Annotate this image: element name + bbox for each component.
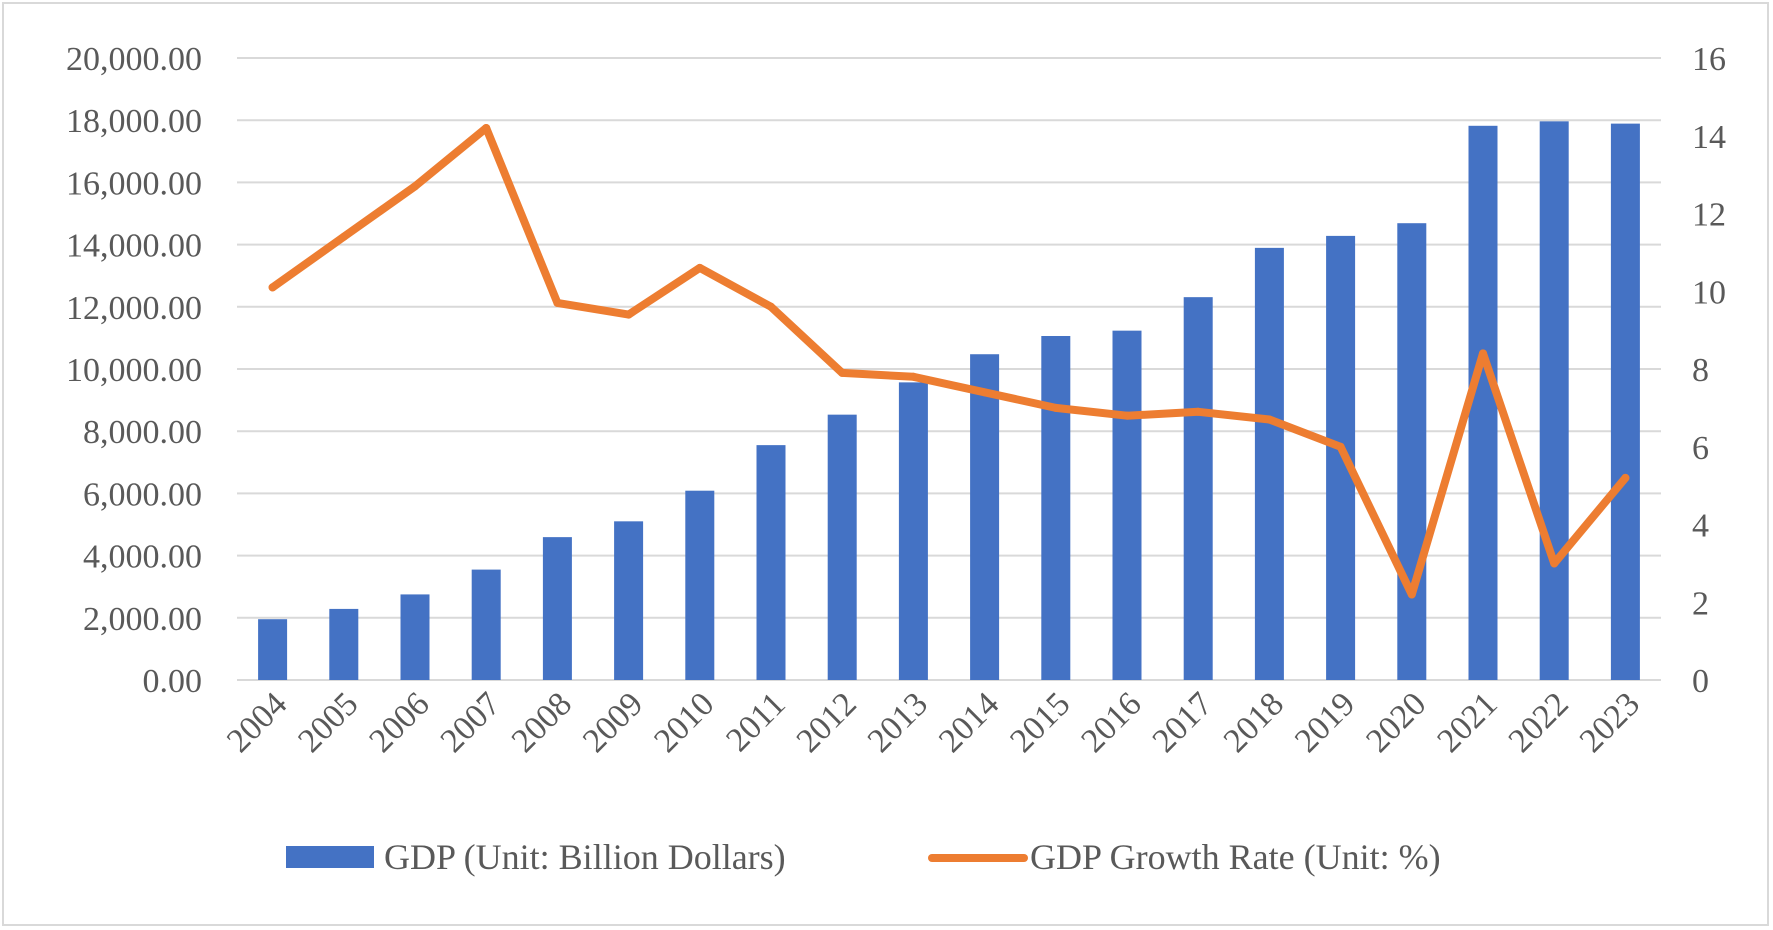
growth-rate-point [553,298,562,307]
x-tick-label: 2019 [1288,685,1362,759]
gridlines [237,57,1661,681]
gdp-bar [1183,297,1213,680]
gdp-bar [1539,121,1569,680]
gdp-bar [471,569,501,680]
gdp-bar [898,382,928,680]
x-tick-label: 2022 [1502,685,1576,759]
gdp-bars [258,121,1640,681]
growth-rate-point [1407,590,1416,599]
growth-rate-point [1336,442,1345,451]
growth-rate-point [268,283,277,292]
x-tick-label: 2015 [1003,685,1077,759]
right-tick-label: 14 [1692,119,1726,156]
left-tick-label: 8,000.00 [83,414,202,451]
left-tick-label: 2,000.00 [83,601,202,638]
x-tick-label: 2012 [790,685,864,759]
growth-rate-point [1123,411,1131,420]
legend-line-label: GDP Growth Rate (Unit: %) [1030,837,1441,877]
right-tick-label: 10 [1692,274,1726,311]
gdp-bar [1254,247,1284,681]
left-tick-label: 20,000.00 [66,41,202,78]
legend-bar-label: GDP (Unit: Billion Dollars) [384,837,786,877]
right-axis-ticks: 0 2 4 6 8 10 12 14 16 [1692,41,1726,700]
right-tick-label: 2 [1692,585,1709,622]
growth-rate-point [411,182,419,191]
combo-chart: 0.00 2,000.00 4,000.00 6,000.00 8,000.00 10,0… [66,41,1726,877]
x-tick-label: 2008 [505,685,579,759]
left-tick-label: 12,000.00 [66,290,202,327]
growth-rate-line [268,124,1630,599]
x-tick-label: 2005 [291,685,365,759]
gdp-bar [400,594,430,680]
gdp-bar [685,490,715,680]
gdp-bar [1041,336,1071,680]
right-tick-label: 16 [1692,41,1726,78]
legend-bar-swatch [286,846,374,868]
left-tick-label: 4,000.00 [83,539,202,576]
legend: GDP (Unit: Billion Dollars) GDP Growth R… [286,837,1441,877]
gdp-bar [970,354,1000,680]
growth-rate-point [909,372,918,381]
gdp-bar [614,521,644,680]
growth-rate-point [980,388,989,397]
left-tick-label: 16,000.00 [66,165,202,202]
gdp-bar [827,414,857,680]
growth-rate-point [339,232,348,241]
x-tick-label: 2004 [220,685,294,759]
gdp-bar [329,608,359,680]
growth-rate-point [1621,473,1630,482]
growth-rate-point [838,368,847,377]
x-tick-label: 2006 [362,685,436,759]
gdp-bar [1112,330,1142,680]
left-tick-label: 14,000.00 [66,228,202,265]
right-tick-label: 8 [1692,352,1709,389]
growth-rate-point [1550,559,1559,568]
left-tick-label: 6,000.00 [83,476,202,513]
growth-rate-point [482,123,491,132]
gdp-bar [1397,223,1427,681]
gdp-bar [756,445,786,680]
x-tick-label: 2011 [719,685,792,758]
growth-rate-point [1265,415,1274,424]
x-tick-label: 2007 [434,685,508,759]
growth-rate-point [1194,407,1203,416]
left-tick-label: 18,000.00 [66,103,202,140]
right-tick-label: 0 [1692,663,1709,700]
x-tick-label: 2017 [1146,685,1220,759]
right-tick-label: 12 [1692,197,1726,234]
right-tick-label: 6 [1692,430,1709,467]
gdp-bar [1610,123,1640,681]
x-tick-label: 2020 [1359,685,1433,759]
left-tick-label: 10,000.00 [66,352,202,389]
x-tick-label: 2021 [1430,685,1504,759]
growth-rate-point [767,302,775,311]
x-tick-label: 2009 [576,685,650,759]
x-tick-label: 2018 [1217,685,1291,759]
left-tick-label: 0.00 [143,663,203,700]
right-tick-label: 4 [1692,508,1709,545]
gdp-bar [1326,235,1356,680]
growth-rate-point [1479,349,1487,358]
gdp-bar [1468,125,1498,681]
growth-line [268,123,1630,599]
x-tick-label: 2023 [1573,685,1647,759]
growth-rate-point [1051,403,1060,412]
x-tick-label: 2016 [1074,685,1148,759]
growth-rate-point [695,263,704,272]
x-tick-label: 2010 [647,685,721,759]
left-axis-ticks: 0.00 2,000.00 4,000.00 6,000.00 8,000.00 10,0… [66,41,202,700]
x-tick-label: 2014 [932,685,1006,759]
x-axis-ticks: 2004200520062007200820092010201120122013… [220,685,1647,759]
gdp-bar [542,537,572,680]
x-tick-label: 2013 [861,685,935,759]
gdp-bar [258,619,288,680]
growth-rate-point [624,310,633,319]
